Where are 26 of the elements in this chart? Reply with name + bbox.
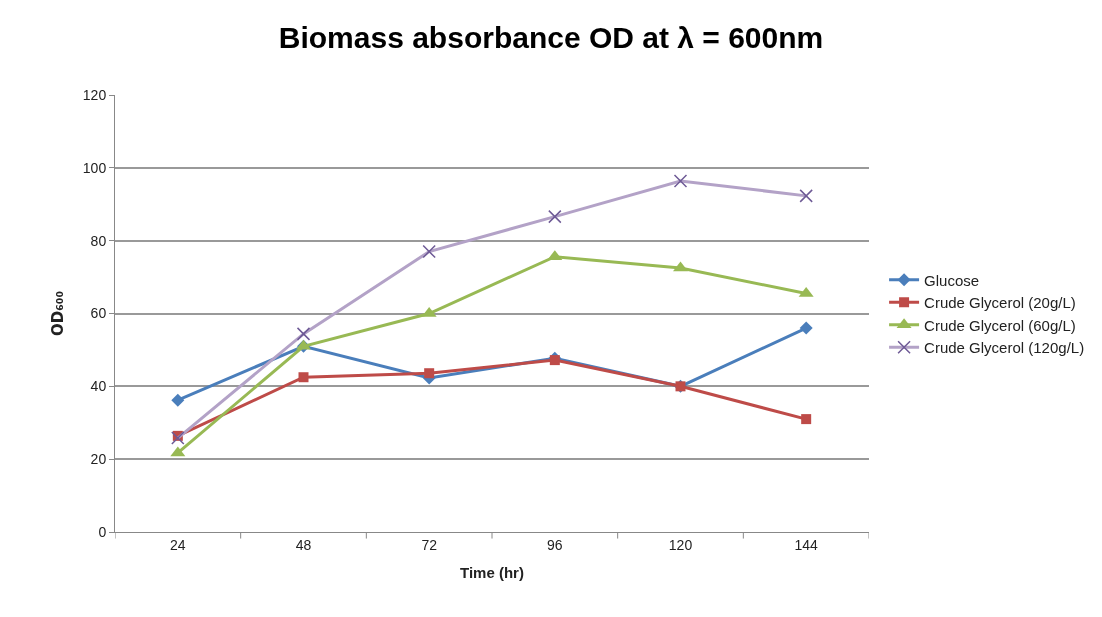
y-tick-label: 40 [90, 378, 107, 395]
point [549, 355, 560, 366]
y-tick-label: 0 [98, 523, 107, 540]
x-tick-label: 144 [794, 536, 819, 553]
chart-title: Biomass absorbance OD at λ = 600nm [278, 20, 824, 54]
point [298, 372, 309, 383]
y-axis-title: OD₆₀₀ [49, 291, 68, 336]
legend-label: Crude Glycerol (120g/L) [924, 339, 1085, 357]
legend-label: Crude Glycerol (20g/L) [924, 294, 1076, 312]
y-tick-label: 120 [82, 86, 107, 103]
point [424, 368, 435, 379]
y-tick-label: 20 [90, 451, 107, 468]
x-tick-label: 72 [421, 536, 438, 553]
point [171, 393, 185, 407]
y-tick-label: 100 [82, 159, 107, 176]
legend-label: Glucose [924, 271, 980, 289]
y-tick-label: 80 [90, 232, 107, 249]
x-tick-label: 48 [295, 536, 312, 553]
x-tick-label: 96 [547, 536, 563, 553]
point [799, 321, 813, 335]
x-axis-title: Time (hr) [460, 563, 524, 581]
point [801, 414, 812, 425]
legend-label: Crude Glycerol (60g/L) [924, 316, 1076, 334]
y-tick-label: 60 [90, 305, 107, 322]
x-tick-label: 120 [668, 536, 693, 553]
x-tick-label: 24 [170, 536, 186, 553]
